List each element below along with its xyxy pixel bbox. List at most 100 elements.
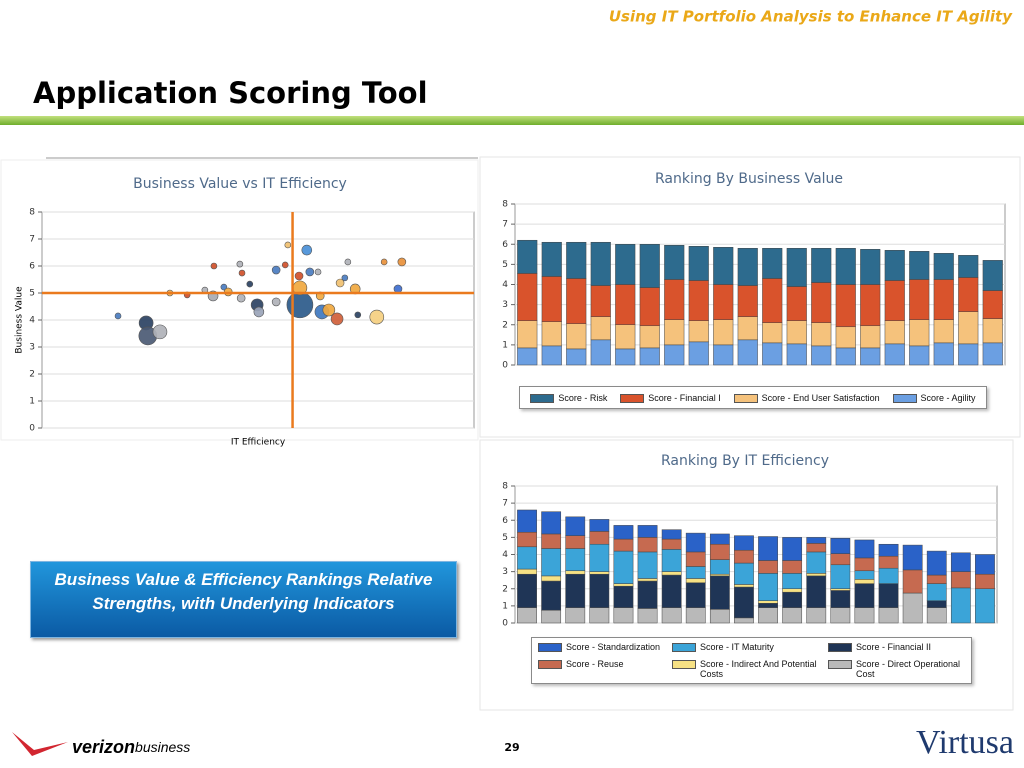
bar-segment xyxy=(709,543,730,560)
bar-segment xyxy=(786,286,807,321)
bar-segment xyxy=(806,575,827,608)
bar-segment xyxy=(830,564,851,590)
bar-segment xyxy=(664,245,685,280)
y-tick-label: 6 xyxy=(502,516,508,526)
legend-label: Score - Financial I xyxy=(648,392,721,403)
bar-segment xyxy=(613,538,634,552)
bar-segment xyxy=(878,543,899,557)
bar-segment xyxy=(835,326,856,349)
bubble xyxy=(281,261,289,269)
bar-segment xyxy=(615,348,636,366)
bar-segment xyxy=(734,562,754,585)
bar-segment xyxy=(830,590,851,608)
bar-segment xyxy=(565,607,586,624)
header: Using IT Portfolio Analysis to Enhance I… xyxy=(609,8,1013,26)
bar-segment xyxy=(517,320,538,349)
legend-label: Score - Standardization xyxy=(566,642,661,652)
bar-segment xyxy=(517,546,537,570)
y-tick-label: 0 xyxy=(502,361,508,371)
bar-segment xyxy=(685,582,706,608)
bar-segment xyxy=(786,343,807,366)
bubble xyxy=(294,271,304,281)
bubble xyxy=(152,324,168,340)
bar-segment xyxy=(637,537,658,553)
bar-segment xyxy=(664,344,685,366)
bar-segment xyxy=(517,347,538,366)
legend-swatch xyxy=(733,393,758,403)
bubble xyxy=(380,258,388,266)
y-tick-label: 6 xyxy=(29,262,35,272)
legend-item: Score - IT Maturity xyxy=(672,642,828,656)
bubble xyxy=(344,258,352,266)
bar-segment xyxy=(590,241,611,286)
bubble xyxy=(354,311,362,319)
bubble xyxy=(236,260,244,268)
bar-segment xyxy=(713,319,734,346)
legend-item: Score - End User Satisfaction xyxy=(733,393,880,403)
bar-segment xyxy=(758,603,778,608)
bar-segment xyxy=(517,239,538,274)
bubble xyxy=(335,278,345,288)
logo-virtusa: Virtusa xyxy=(916,724,1014,761)
bar-segment xyxy=(709,575,730,610)
bar-segment xyxy=(589,571,610,575)
bar-segment xyxy=(637,608,658,624)
bar-segment xyxy=(782,560,803,574)
bar-segment xyxy=(762,248,783,279)
bubble xyxy=(301,244,313,256)
bar-segment xyxy=(734,584,754,588)
bar-segment xyxy=(613,607,634,624)
bar-segment xyxy=(661,571,682,576)
bar-segment xyxy=(734,617,754,624)
y-tick-label: 7 xyxy=(502,499,508,509)
bar-segment xyxy=(566,323,587,350)
bar-segment xyxy=(958,343,979,366)
chart-title: Business Value vs IT Efficiency xyxy=(133,176,347,192)
bar-segment xyxy=(884,250,905,281)
bar-segment xyxy=(909,251,930,280)
bar-segment xyxy=(762,322,783,344)
y-tick-label: 2 xyxy=(29,370,35,380)
bar-segment xyxy=(926,574,947,584)
legend-swatch xyxy=(538,660,562,669)
legend-label: Score - Agility xyxy=(920,392,976,403)
bar-segment xyxy=(590,339,611,366)
bubble xyxy=(314,268,322,276)
bubble xyxy=(114,312,122,320)
legend-swatch xyxy=(530,393,555,403)
legend-label: Score - Financial II xyxy=(856,642,932,652)
bubble xyxy=(341,274,349,282)
logo-rest: business xyxy=(135,739,190,755)
bar-segment xyxy=(854,557,875,572)
bar-segment xyxy=(860,347,881,366)
bar-segment xyxy=(902,569,923,594)
legend: Score - Standardization Score - IT Maturi… xyxy=(531,637,972,684)
bar-segment xyxy=(517,273,538,321)
bar-segment xyxy=(541,241,562,277)
legend-swatch xyxy=(620,393,645,403)
bar-segment xyxy=(982,342,1003,366)
bar-segment xyxy=(830,607,851,624)
bar-segment xyxy=(734,549,754,564)
bar-segment xyxy=(782,588,803,593)
bar-segment xyxy=(566,348,587,366)
y-tick-label: 1 xyxy=(502,601,508,611)
y-tick-label: 8 xyxy=(29,208,35,218)
bar-segment xyxy=(589,543,610,572)
bubble xyxy=(271,297,281,307)
bar-segment xyxy=(565,570,586,575)
bar-segment xyxy=(806,551,827,574)
bar-segment xyxy=(637,551,658,579)
bar-segment xyxy=(737,248,758,286)
bar-segment xyxy=(688,280,709,321)
y-tick-label: 4 xyxy=(29,316,35,326)
bar-segment xyxy=(786,320,807,345)
bar-segment xyxy=(835,248,856,285)
bar-segment xyxy=(860,249,881,285)
bar-segment xyxy=(685,566,706,579)
bar-segment xyxy=(786,248,807,287)
legend-swatch xyxy=(892,393,917,403)
bar-segment xyxy=(589,519,610,532)
bar-segment xyxy=(589,607,610,624)
bar-segment xyxy=(590,285,611,317)
